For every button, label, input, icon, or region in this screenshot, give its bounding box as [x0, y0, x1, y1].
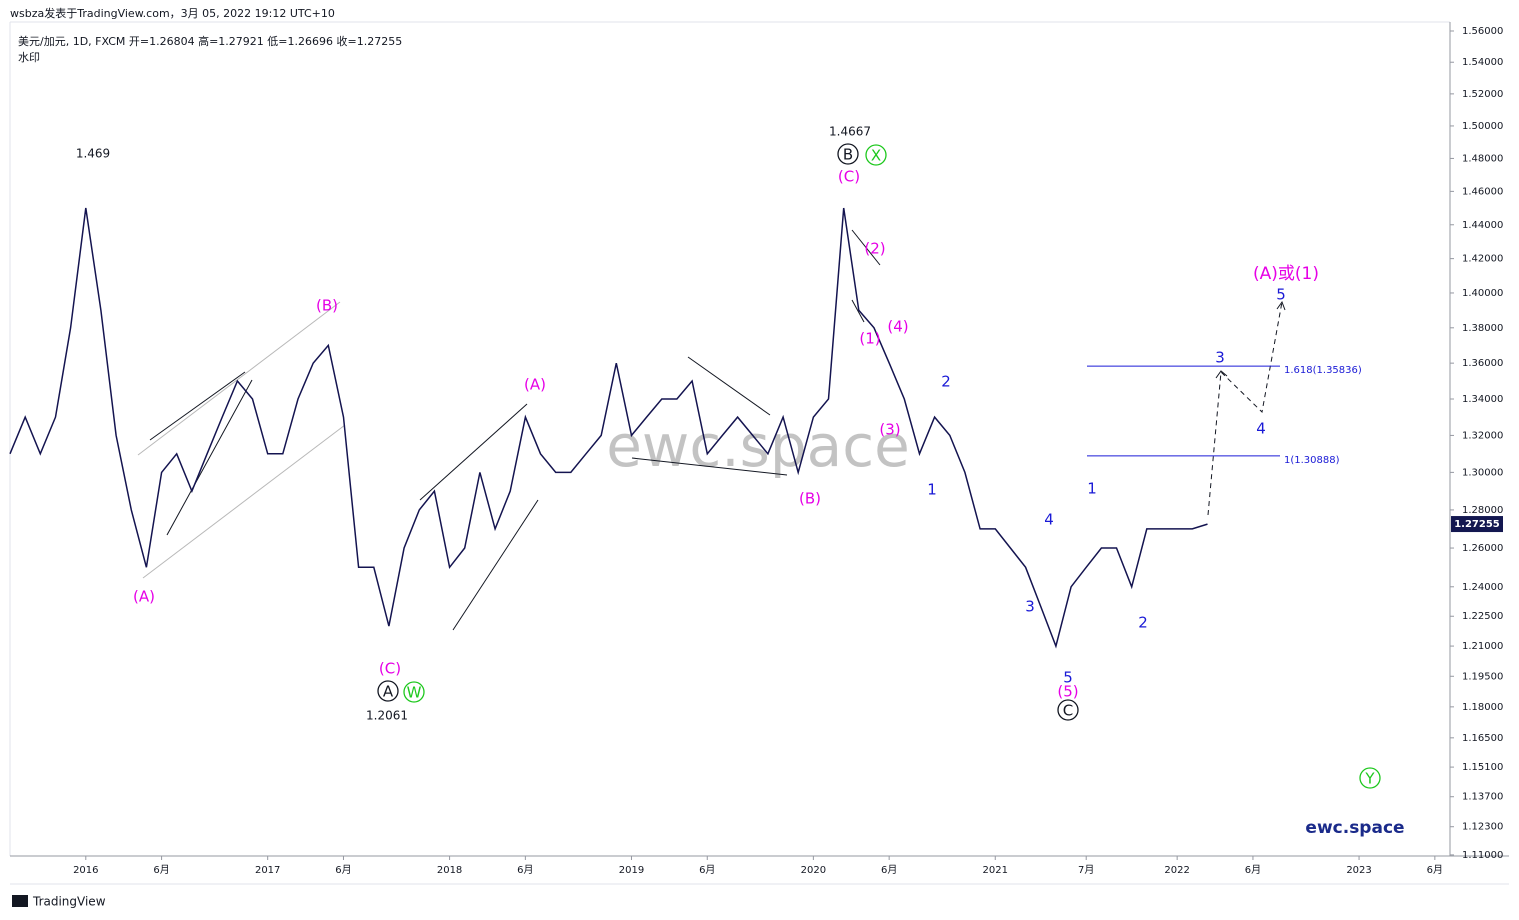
y-tick-label: 1.30000	[1462, 467, 1503, 478]
y-tick-label: 1.19500	[1462, 671, 1503, 682]
annotation: (3)	[879, 421, 900, 439]
y-tick-label: 1.22500	[1462, 611, 1503, 622]
annotation: A	[383, 683, 394, 701]
x-tick-label: 6月	[153, 864, 169, 876]
y-tick-label: 1.26000	[1462, 543, 1503, 554]
annotation: (A)	[133, 588, 155, 606]
symbol-line: 美元/加元, 1D, FXCM 开=1.26804 高=1.27921 低=1.…	[18, 34, 402, 48]
annotation-circle	[377, 680, 399, 702]
y-tick-label: 1.38000	[1462, 323, 1503, 334]
y-tick-label: 1.56000	[1462, 26, 1503, 37]
annotation-circle	[865, 144, 887, 166]
y-tick-label: 1.46000	[1462, 186, 1503, 197]
annotation: 1.4667	[829, 125, 871, 139]
annotation-circle	[1057, 699, 1079, 721]
y-tick-label: 1.44000	[1462, 220, 1503, 231]
y-tick-label: 1.13700	[1462, 792, 1503, 803]
x-tick-label: 6月	[699, 864, 715, 876]
annotation: 4	[1256, 420, 1266, 438]
y-tick-label: 1.11000	[1462, 850, 1503, 861]
annotation: 1	[1087, 480, 1097, 498]
y-tick-label: 1.24000	[1462, 582, 1503, 593]
annotation: (4)	[887, 318, 908, 336]
x-tick-label: 6月	[517, 864, 533, 876]
byline: wsbza发表于TradingView.com，3月 05, 2022 19:1…	[10, 6, 335, 20]
annotation: (2)	[864, 240, 885, 258]
projection	[1207, 301, 1283, 516]
footer: TradingView	[32, 895, 106, 909]
y-tick-label: 1.15100	[1462, 762, 1503, 773]
watermark: ewc.space	[606, 412, 910, 480]
x-tick-label: 2021	[983, 865, 1008, 876]
annotation-circle	[1359, 767, 1381, 789]
annotation: 2	[1138, 614, 1148, 632]
x-tick-label: 6月	[1245, 864, 1261, 876]
annotation: 4	[1044, 511, 1054, 529]
annotation: (C)	[838, 168, 860, 186]
annotation: C	[1063, 702, 1073, 720]
projection-arrow	[1215, 300, 1286, 379]
price-line	[9, 207, 1208, 649]
brand: ewc.space	[1305, 818, 1404, 838]
last-price-label: 1.27255	[1454, 519, 1500, 530]
annotation: 3	[1215, 349, 1225, 367]
annotation: (B)	[316, 297, 338, 315]
x-tick-label: 2016	[73, 865, 98, 876]
fib-level-label: 1.618(1.35836)	[1284, 365, 1362, 376]
channel-lines	[137, 301, 346, 579]
y-tick-label: 1.52000	[1462, 89, 1503, 100]
x-tick-label: 7月	[1078, 864, 1094, 876]
watermark-label: 水印	[18, 51, 40, 64]
x-tick-label: 2019	[619, 865, 644, 876]
annotation: 1.469	[76, 147, 110, 161]
annotation: (5)	[1057, 683, 1078, 701]
annotation: 3	[1025, 598, 1035, 616]
x-tick-label: 2020	[801, 865, 826, 876]
x-tick-label: 2017	[255, 865, 280, 876]
y-tick-label: 1.34000	[1462, 394, 1503, 405]
y-tick-label: 1.12300	[1462, 822, 1503, 833]
x-tick-label: 2018	[437, 865, 462, 876]
y-tick-label: 1.28000	[1462, 505, 1503, 516]
annotation: 5	[1063, 669, 1073, 687]
annotation: (A)或(1)	[1253, 264, 1319, 284]
trend-lines	[149, 229, 881, 631]
annotation: (C)	[379, 660, 401, 678]
fib-level-label: 1(1.30888)	[1284, 455, 1340, 466]
y-tick-label: 1.54000	[1462, 57, 1503, 68]
annotation: X	[871, 147, 881, 165]
annotation: 2	[941, 373, 951, 391]
annotation: B	[843, 146, 853, 164]
x-tick-label: 2022	[1164, 865, 1189, 876]
annotation: (A)	[524, 376, 546, 394]
y-tick-label: 1.21000	[1462, 641, 1503, 652]
annotation: 1	[927, 481, 937, 499]
y-tick-label: 1.18000	[1462, 702, 1503, 713]
y-tick-label: 1.50000	[1462, 121, 1503, 132]
x-tick-label: 6月	[1427, 864, 1443, 876]
annotation: (1)	[859, 330, 880, 348]
annotation: (B)	[799, 490, 821, 508]
annotation: 5	[1276, 286, 1286, 304]
y-tick-label: 1.36000	[1462, 358, 1503, 369]
y-tick-label: 1.16500	[1462, 733, 1503, 744]
last-price-badge	[1451, 516, 1503, 533]
x-tick-label: 6月	[881, 864, 897, 876]
annotation-circle	[403, 681, 425, 703]
y-tick-label: 1.40000	[1462, 288, 1503, 299]
y-tick-label: 1.32000	[1462, 430, 1503, 441]
annotation: W	[407, 684, 422, 702]
y-tick-label: 1.42000	[1462, 254, 1503, 265]
annotation: Y	[1364, 770, 1375, 788]
annotation-circle	[837, 143, 859, 165]
x-tick-label: 6月	[335, 864, 351, 876]
y-tick-label: 1.48000	[1462, 153, 1503, 164]
annotation: 1.2061	[366, 709, 408, 723]
x-tick-label: 2023	[1346, 865, 1371, 876]
logo	[12, 895, 28, 907]
